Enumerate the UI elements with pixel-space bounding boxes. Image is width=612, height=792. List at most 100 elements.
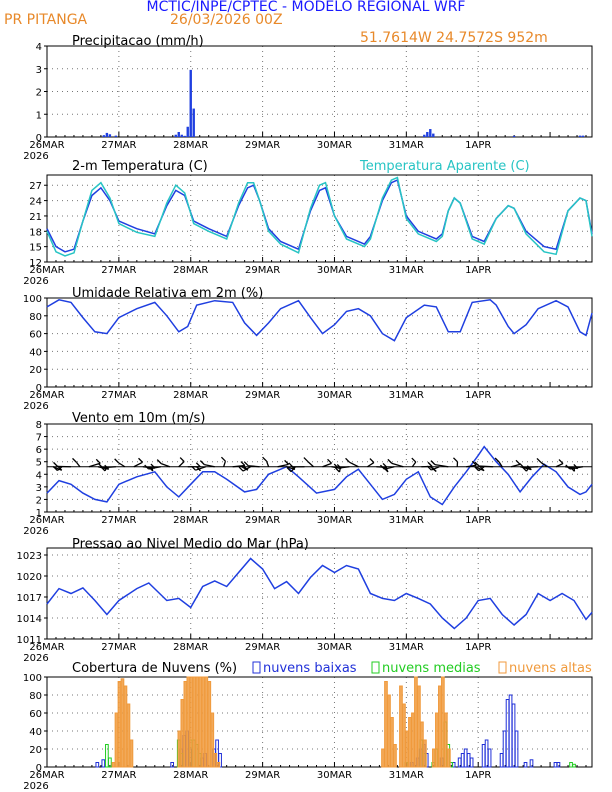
wind-barb-flag <box>199 460 205 466</box>
cloud-bar <box>414 676 418 768</box>
wind-barb <box>88 462 101 468</box>
wind-barb <box>431 466 440 471</box>
precip-bar <box>105 132 109 137</box>
y-tick-label: 1 <box>36 508 42 519</box>
x-year-label: 2026 <box>23 401 48 412</box>
wind-barb <box>367 461 375 468</box>
x-tick-label: 28MAR <box>173 515 208 526</box>
wind-barb-flag <box>288 462 294 468</box>
cloud-bar <box>420 721 424 768</box>
x-tick-label: 31MAR <box>389 770 424 781</box>
x-tick-label: 31MAR <box>389 642 424 653</box>
rh-panel: Umidade Relativa em 2m (%) 0 20 40 60 80 100 26… <box>23 286 593 412</box>
cloud-panel: Cobertura de Nuvens (%) 0 20 40 60 80 100 26MAR… <box>23 661 593 792</box>
y-tick-label: 21 <box>29 212 42 223</box>
cloud-bar <box>423 739 427 768</box>
y-tick-label: 20 <box>29 365 42 376</box>
precip-bar <box>429 129 432 137</box>
wind-barb <box>391 462 404 468</box>
wind-barb-flag <box>427 461 433 467</box>
wind-barb <box>498 461 503 468</box>
x-tick-label: 28MAR <box>173 770 208 781</box>
cloud-bar <box>514 730 519 768</box>
precip-bar <box>108 134 112 137</box>
wind-barb-flag <box>262 456 268 462</box>
precip-panel: Precipitacao (mm/h) 0 1 2 3 4 26MAR 27MAR 28MAR 2… <box>23 34 593 162</box>
wind-barb <box>178 461 185 468</box>
header-location: PR PITANGA <box>4 12 88 28</box>
x-year-label: 2026 <box>23 526 48 537</box>
cloud-bar <box>387 694 391 768</box>
cloud-bar <box>95 762 100 768</box>
wind-barb <box>56 466 63 472</box>
cloud-bar <box>117 681 122 768</box>
cloud-bar <box>111 762 116 768</box>
precip-bar <box>423 134 426 137</box>
y-tick-label: 1014 <box>17 614 42 625</box>
cloud-bar <box>213 753 218 768</box>
wind-barb <box>223 460 227 467</box>
cloud-bar <box>405 730 409 768</box>
plot-frame <box>46 676 593 768</box>
precip-bar <box>426 131 429 137</box>
y-tick-label: 5 <box>36 458 42 469</box>
panel-title: Pressao ao Nivel Medio do Mar (hPa) <box>72 537 309 552</box>
x-tick-label: 29MAR <box>245 390 280 401</box>
y-tick-label: 20 <box>29 745 42 756</box>
precip-bar <box>578 135 582 137</box>
y-tick-label: 60 <box>29 709 42 720</box>
y-tick-label: 1 <box>36 110 42 121</box>
wind-barb <box>76 461 81 468</box>
wind-barb-flag <box>53 461 58 467</box>
x-tick-label: 27MAR <box>101 140 136 151</box>
cloud-bar <box>523 762 528 768</box>
cloud-bar <box>201 676 206 768</box>
temp-line <box>46 176 593 257</box>
y-tick-label: 27 <box>29 181 42 192</box>
x-tick-label: 31MAR <box>389 265 424 276</box>
wind-barb-flag <box>430 460 436 466</box>
cloud-bar <box>441 676 445 768</box>
y-tick-label: 0 <box>36 383 42 394</box>
legend-label: nuvens altas <box>509 661 592 676</box>
legend-label: nuvens baixas <box>263 661 357 676</box>
x-tick-label: 27MAR <box>101 642 136 653</box>
cloud-bar <box>432 748 436 768</box>
temp-panel: 2-m Temperatura (C) 12 15 18 21 24 27 26MAR 27MA… <box>23 159 593 287</box>
precip-bar <box>186 126 189 137</box>
cloud-bar <box>572 763 576 768</box>
x-tick-label: 26MAR <box>29 515 64 526</box>
cloud-bar <box>393 744 397 768</box>
precip-bar <box>102 135 106 137</box>
cloud-bar <box>192 676 197 768</box>
x-tick-label: 27MAR <box>101 265 136 276</box>
y-tick-label: 3 <box>36 483 42 494</box>
panel-title: 2-m Temperatura (C) <box>72 159 208 174</box>
cloud-bar <box>120 678 125 768</box>
wind-barb <box>555 462 564 468</box>
cloud-bar <box>390 717 394 768</box>
x-tick-label: 26MAR <box>29 390 64 401</box>
cloud-bar <box>177 730 182 768</box>
y-tick-label: 1017 <box>17 593 42 604</box>
pres-line <box>46 557 593 630</box>
cloud-bar <box>399 685 403 768</box>
wind-barb-flag <box>515 459 521 465</box>
cloud-bar <box>189 676 194 768</box>
x-tick-label: 26MAR <box>29 770 64 781</box>
cloud-bar <box>384 681 388 768</box>
cloud-bar <box>105 744 109 768</box>
wind-barb-flag <box>220 456 226 462</box>
cloud-bar <box>529 759 534 768</box>
wind-barb-flag <box>471 460 477 466</box>
panel-title: Vento em 10m (m/s) <box>72 411 205 426</box>
x-tick-label: 26MAR <box>29 140 64 151</box>
x-tick-label: 26MAR <box>29 642 64 653</box>
wind-barb-flag <box>138 457 143 463</box>
cloud-bar <box>126 703 131 768</box>
wind-barb <box>160 463 170 468</box>
y-tick-label: 6 <box>36 445 42 456</box>
x-year-label: 2026 <box>23 781 48 792</box>
x-tick-label: 31MAR <box>389 515 424 526</box>
wind-barb-flag <box>387 458 393 464</box>
